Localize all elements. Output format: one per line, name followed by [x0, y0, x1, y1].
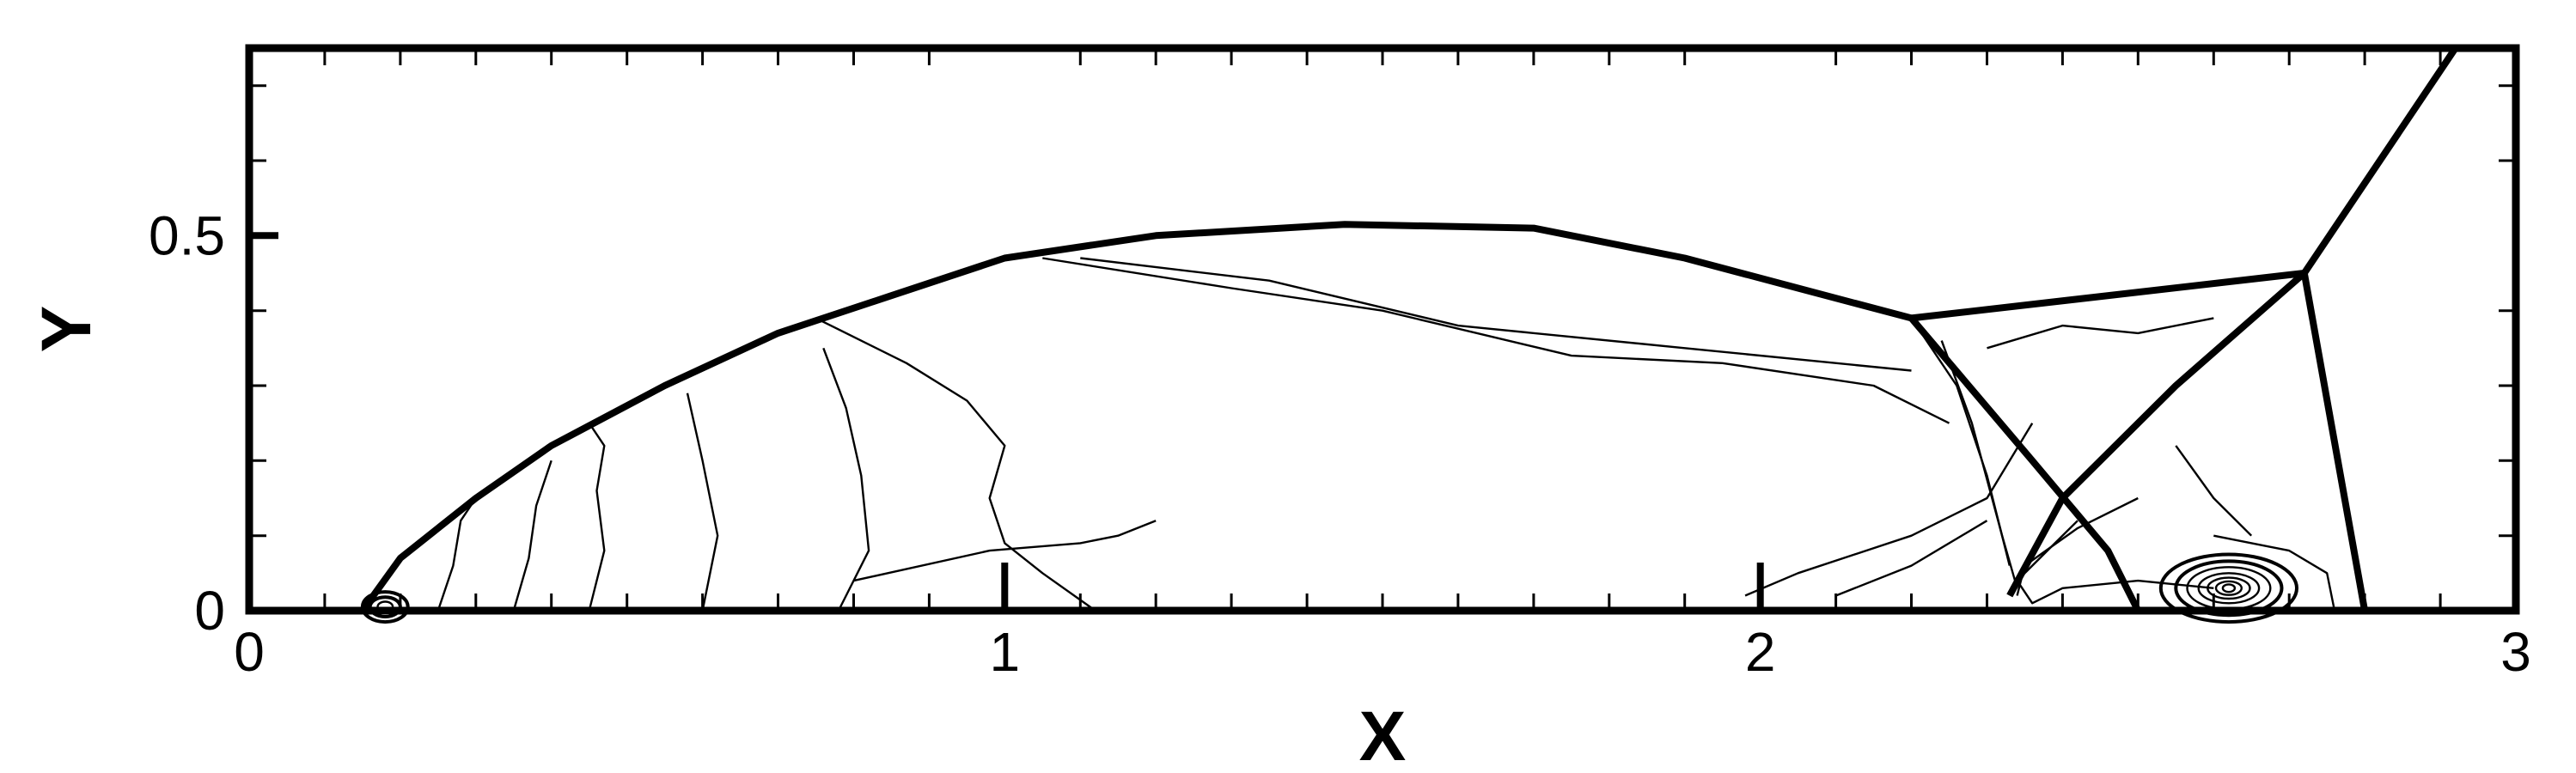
contour-front-1	[436, 497, 477, 612]
mach-stem	[2300, 272, 2369, 612]
contour-layer	[360, 257, 2336, 624]
slip-line	[2006, 270, 2307, 598]
tick-layer	[246, 48, 2519, 614]
contour-mid	[853, 520, 1157, 582]
x-tick-label: 3	[2500, 621, 2531, 683]
contour-long-2	[1080, 257, 1912, 372]
bow-shock	[359, 221, 1913, 613]
contour-lower-2	[1835, 520, 1988, 597]
incident-shock	[1908, 315, 2141, 612]
vortex-main-ring-4	[2197, 572, 2261, 605]
contour-top-right	[1987, 317, 2214, 350]
vortex-main-ring-1	[2158, 552, 2298, 624]
vortex-main-ring-2	[2174, 559, 2284, 618]
contour-front-4	[686, 393, 719, 612]
shock-layer	[359, 46, 2459, 613]
contour-front-3	[588, 423, 606, 612]
vortex-main-ring-6	[2214, 580, 2243, 596]
contour-front-2	[512, 460, 552, 612]
vortex-main-ring-7	[2221, 583, 2237, 593]
tick-label-layer: 0 1 2 3 0 0.5	[149, 204, 2531, 683]
plot-frame	[245, 44, 2520, 615]
vortex-main-ring-5	[2207, 576, 2251, 600]
contour-right-1	[2213, 534, 2336, 612]
contour-upper	[815, 317, 1096, 612]
x-tick-label: 0	[234, 621, 265, 683]
contour-front-5	[822, 347, 870, 612]
contour-lower-1	[1744, 423, 2034, 597]
transmitted-shock	[2301, 46, 2459, 276]
x-tick-label: 1	[990, 621, 1021, 683]
x-axis-title: X	[1359, 697, 1407, 773]
y-axis-title: Y	[27, 306, 106, 353]
y-tick-label: 0.5	[149, 204, 225, 266]
y-tick-label: 0	[194, 580, 225, 642]
x-tick-label: 2	[1745, 621, 1776, 683]
contour-right-2	[2175, 445, 2253, 537]
contour-fan-2	[1940, 340, 2018, 589]
contour-long	[1042, 257, 1950, 424]
reflected-front	[1911, 270, 2305, 322]
